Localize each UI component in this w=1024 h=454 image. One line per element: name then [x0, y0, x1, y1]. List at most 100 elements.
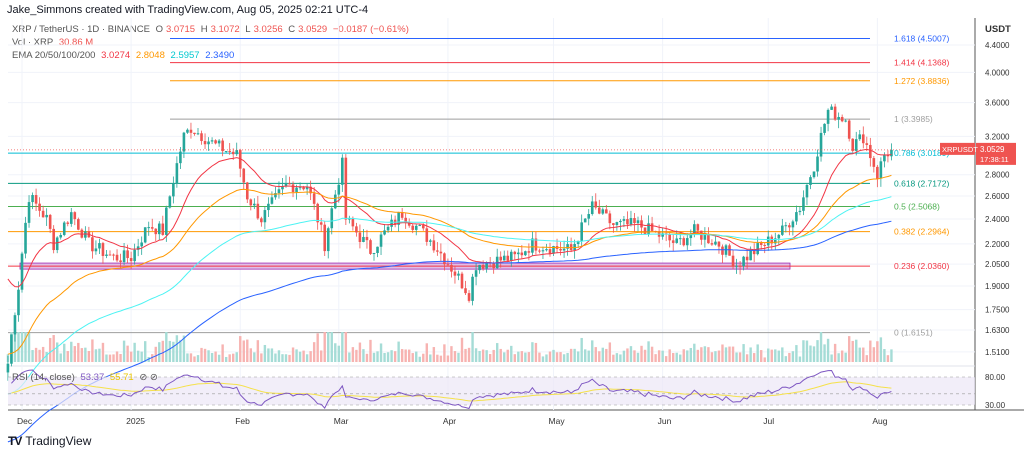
volume-bar: [714, 351, 717, 362]
candle: [312, 193, 316, 204]
volume-bar: [837, 353, 840, 362]
volume-bar: [774, 349, 777, 362]
candle: [256, 203, 260, 219]
candle: [548, 249, 552, 254]
candle: [576, 240, 580, 244]
fib-label: 1 (3.3985): [894, 114, 933, 124]
volume-bar: [693, 343, 696, 362]
ema-label[interactable]: EMA 20/50/100/200: [12, 50, 96, 61]
volume-bar: [513, 354, 516, 362]
volume-label[interactable]: Vol · XRP: [12, 37, 54, 48]
volume-bar: [94, 349, 98, 362]
candle: [10, 334, 13, 364]
volume-bar: [844, 352, 847, 362]
volume-bar: [281, 354, 284, 362]
symbol-label[interactable]: XRP / TetherUS · 1D · BINANCE: [12, 24, 150, 35]
candle: [689, 234, 693, 239]
volume-bar: [819, 332, 823, 362]
volume-bar: [584, 349, 587, 362]
volume-bar: [781, 347, 784, 362]
volume-bar: [510, 345, 513, 362]
open-label: O: [155, 24, 163, 35]
candle: [418, 225, 422, 227]
candle: [643, 227, 647, 235]
volume-bar: [731, 346, 735, 362]
candle: [520, 252, 524, 256]
volume-bar: [70, 341, 73, 362]
candle: [693, 224, 696, 235]
tradingview-logo[interactable]: TV TradingView: [8, 434, 91, 448]
candle: [235, 150, 239, 155]
price-tick-label: 1.5100: [985, 348, 1010, 357]
volume-bar: [707, 347, 710, 362]
candle: [17, 289, 20, 316]
candle: [143, 227, 147, 243]
hidden-icon[interactable]: ⊘ ⊘: [139, 372, 158, 383]
candle: [675, 238, 679, 243]
volume-bar: [496, 343, 499, 362]
volume-bar: [404, 349, 407, 362]
candle: [154, 228, 158, 235]
rsi-tick-label: 80.00: [985, 373, 1006, 382]
candle: [38, 203, 41, 211]
volume-bar: [348, 352, 351, 362]
volume-bar: [566, 352, 569, 362]
symbol-tag: [940, 142, 975, 155]
volume-bar: [277, 350, 281, 362]
volume-bar: [224, 356, 228, 362]
candle: [390, 219, 393, 227]
price-axis: [976, 18, 1024, 410]
volume-bar: [309, 351, 312, 362]
close-label: C: [288, 24, 296, 35]
candle: [636, 220, 640, 224]
volume-bar: [129, 351, 133, 362]
open-value: 3.0715: [166, 24, 196, 35]
candle: [168, 196, 172, 208]
volume-bar: [876, 341, 879, 362]
volume-bar: [749, 347, 752, 362]
candle: [830, 106, 833, 110]
candle: [890, 149, 893, 157]
volume-bar: [87, 350, 91, 362]
volume-bar: [594, 347, 597, 362]
candle: [883, 155, 886, 162]
volume-legend: Vol · XRP 30.86 M: [12, 37, 96, 48]
candle: [552, 246, 555, 254]
volume-bar: [316, 333, 319, 362]
candle: [833, 106, 837, 120]
volume-bar: [337, 345, 340, 362]
candle: [55, 237, 59, 251]
volume-bar: [172, 341, 175, 362]
candle: [777, 234, 781, 239]
candle: [277, 189, 281, 194]
candle: [879, 161, 883, 179]
volume-bar: [376, 351, 379, 362]
volume-bar: [647, 341, 650, 362]
volume-bar: [503, 352, 506, 362]
price-tick-label: 3.6000: [985, 99, 1010, 108]
high-label: H: [200, 24, 208, 35]
volume-bar: [63, 343, 66, 362]
volume-bar: [812, 346, 816, 362]
volume-bar: [767, 348, 770, 362]
volume-bar: [890, 349, 893, 362]
volume-bar: [207, 350, 210, 362]
candle: [745, 256, 749, 261]
candle: [193, 132, 196, 135]
candle: [590, 201, 594, 215]
candle: [105, 254, 108, 256]
volume-bar: [119, 353, 122, 362]
volume-bar: [745, 354, 749, 362]
candle: [284, 183, 288, 187]
volume-bar: [334, 343, 337, 362]
low-label: L: [245, 24, 251, 35]
volume-bar: [601, 347, 604, 362]
volume-bar: [467, 347, 471, 362]
volume-bar: [302, 350, 305, 362]
volume-bar: [56, 342, 59, 362]
volume-bar: [341, 332, 344, 362]
axis-currency[interactable]: USDT: [985, 24, 1011, 35]
rsi-label[interactable]: RSI (14, close): [12, 372, 75, 383]
candle: [671, 240, 675, 243]
